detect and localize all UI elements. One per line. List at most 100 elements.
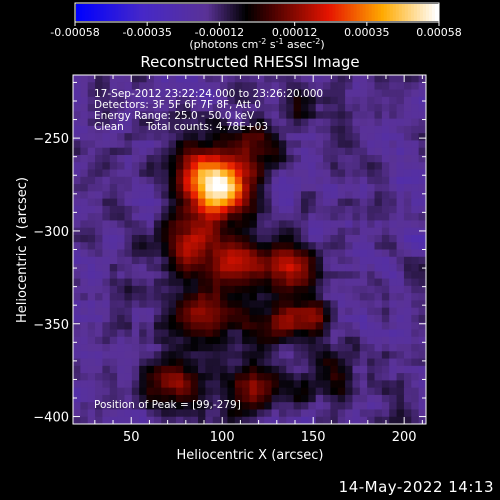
heatmap-pixel — [374, 344, 383, 352]
heatmap-pixel — [131, 416, 140, 425]
heatmap-pixel — [278, 176, 287, 185]
colorbar-frame — [74, 2, 440, 23]
heatmap-pixel — [286, 380, 295, 389]
heatmap-pixel — [308, 249, 317, 258]
heatmap-pixel — [242, 365, 250, 374]
heatmap-pixel — [205, 184, 214, 192]
heatmap-pixel — [323, 256, 331, 265]
heatmap-pixel — [374, 285, 383, 294]
heatmap-pixel — [403, 220, 412, 229]
heatmap-pixel — [323, 111, 331, 120]
heatmap-pixel — [345, 365, 353, 374]
heatmap-pixel — [227, 111, 236, 120]
heatmap-pixel — [271, 307, 280, 316]
heatmap-pixel — [381, 162, 390, 171]
heatmap-pixel — [212, 285, 221, 294]
heatmap-pixel — [73, 285, 81, 294]
heatmap-pixel — [124, 242, 133, 250]
heatmap-pixel — [352, 111, 361, 120]
heatmap-pixel — [403, 140, 412, 149]
heatmap-pixel — [146, 154, 155, 163]
heatmap-pixel — [352, 409, 361, 418]
heatmap-pixel — [95, 307, 103, 316]
heatmap-pixel — [337, 169, 346, 178]
heatmap-pixel — [109, 256, 118, 265]
heatmap-pixel — [374, 358, 383, 367]
heatmap-pixel — [109, 242, 118, 250]
heatmap-pixel — [168, 96, 177, 105]
heatmap-pixel — [205, 75, 214, 83]
heatmap-pixel — [330, 104, 339, 112]
heatmap-pixel — [87, 256, 96, 265]
heatmap-pixel — [109, 220, 118, 229]
heatmap-pixel — [418, 205, 427, 214]
heatmap-pixel — [249, 169, 258, 178]
heatmap-pixel — [161, 285, 170, 294]
colorbar-cell — [311, 4, 315, 21]
heatmap-pixel — [190, 184, 199, 192]
heatmap-pixel — [109, 344, 118, 352]
heatmap-pixel — [220, 89, 228, 98]
heatmap-pixel — [227, 293, 236, 301]
heatmap-pixel — [87, 314, 96, 323]
heatmap-pixel — [418, 278, 427, 287]
heatmap-pixel — [234, 329, 243, 338]
heatmap-pixel — [175, 184, 184, 192]
heatmap-pixel — [396, 154, 405, 163]
heatmap-pixel — [198, 264, 206, 272]
heatmap-pixel — [264, 198, 273, 207]
heatmap-pixel — [418, 242, 427, 250]
heatmap-pixel — [102, 271, 111, 280]
heatmap-pixel — [264, 365, 273, 374]
heatmap-pixel — [411, 380, 420, 389]
heatmap-pixel — [168, 416, 177, 425]
colorbar-cell — [344, 4, 349, 21]
heatmap-pixel — [411, 336, 420, 345]
heatmap-pixel — [124, 125, 133, 134]
heatmap-pixel — [131, 169, 140, 178]
heatmap-pixel — [264, 205, 273, 214]
heatmap-pixel — [95, 394, 103, 403]
heatmap-pixel — [293, 162, 302, 171]
heatmap-pixel — [293, 133, 302, 141]
heatmap-pixel — [367, 213, 376, 221]
heatmap-pixel — [381, 118, 390, 127]
heatmap-pixel — [102, 96, 111, 105]
heatmap-pixel — [359, 264, 368, 272]
heatmap-pixel — [374, 213, 383, 221]
heatmap-pixel — [102, 416, 111, 425]
heatmap-pixel — [212, 380, 221, 389]
heatmap-pixel — [198, 140, 206, 149]
heatmap-pixel — [146, 82, 155, 91]
heatmap-pixel — [102, 322, 111, 330]
heatmap-pixel — [359, 380, 368, 389]
heatmap-pixel — [381, 344, 390, 352]
heatmap-pixel — [227, 140, 236, 149]
heatmap-pixel — [220, 307, 228, 316]
heatmap-pixel — [175, 118, 184, 127]
heatmap-pixel — [249, 344, 258, 352]
heatmap-pixel — [330, 154, 339, 163]
heatmap-pixel — [73, 154, 81, 163]
heatmap-pixel — [161, 104, 170, 112]
heatmap-pixel — [367, 293, 376, 301]
colorbar-cell — [347, 4, 352, 21]
heatmap-pixel — [153, 82, 162, 91]
heatmap-pixel — [153, 242, 162, 250]
heatmap-pixel — [117, 184, 125, 192]
colorbar-cell — [148, 4, 153, 21]
heatmap-pixel — [264, 351, 273, 360]
heatmap-pixel — [109, 278, 118, 287]
heatmap-pixel — [264, 140, 273, 149]
heatmap-pixel — [308, 82, 317, 91]
heatmap-pixel — [323, 162, 331, 171]
heatmap-pixel — [161, 264, 170, 272]
heatmap-pixel — [374, 176, 383, 185]
heatmap-pixel — [367, 242, 376, 250]
heatmap-pixel — [293, 140, 302, 149]
heatmap-pixel — [264, 380, 273, 389]
heatmap-pixel — [205, 140, 214, 149]
heatmap-pixel — [183, 285, 192, 294]
heatmap-pixel — [411, 118, 420, 127]
heatmap-pixel — [256, 322, 265, 330]
